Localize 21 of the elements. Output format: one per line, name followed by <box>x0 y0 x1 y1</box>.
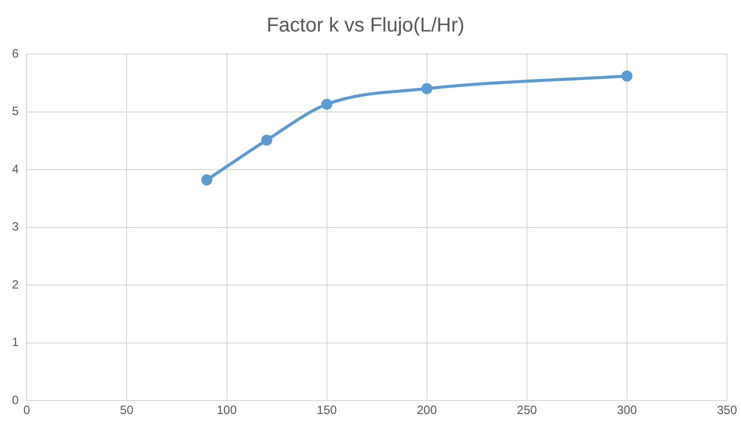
point <box>621 70 632 82</box>
y-tick-label: 6 <box>12 46 19 60</box>
y-tick-label: 0 <box>12 392 19 407</box>
x-tick-label: 350 <box>716 403 738 418</box>
x-tick-label: 250 <box>516 403 538 418</box>
y-tick-label: 2 <box>12 277 19 292</box>
chart-title: Factor k vs Flujo(L/Hr) <box>266 14 464 37</box>
point <box>321 98 332 110</box>
y-tick-label: 3 <box>12 220 19 234</box>
point <box>201 174 212 186</box>
point <box>421 83 432 94</box>
x-tick-label: 150 <box>316 403 338 418</box>
x-tick-label: 200 <box>416 403 438 418</box>
x-tick-label: 0 <box>23 403 30 418</box>
y-tick-label: 5 <box>12 104 19 118</box>
x-tick-label: 50 <box>120 403 134 418</box>
point <box>261 134 272 146</box>
x-tick-label: 300 <box>616 403 638 418</box>
x-tick-label: 100 <box>216 403 238 418</box>
y-tick-label: 4 <box>12 162 19 176</box>
y-tick-label: 1 <box>12 335 19 350</box>
